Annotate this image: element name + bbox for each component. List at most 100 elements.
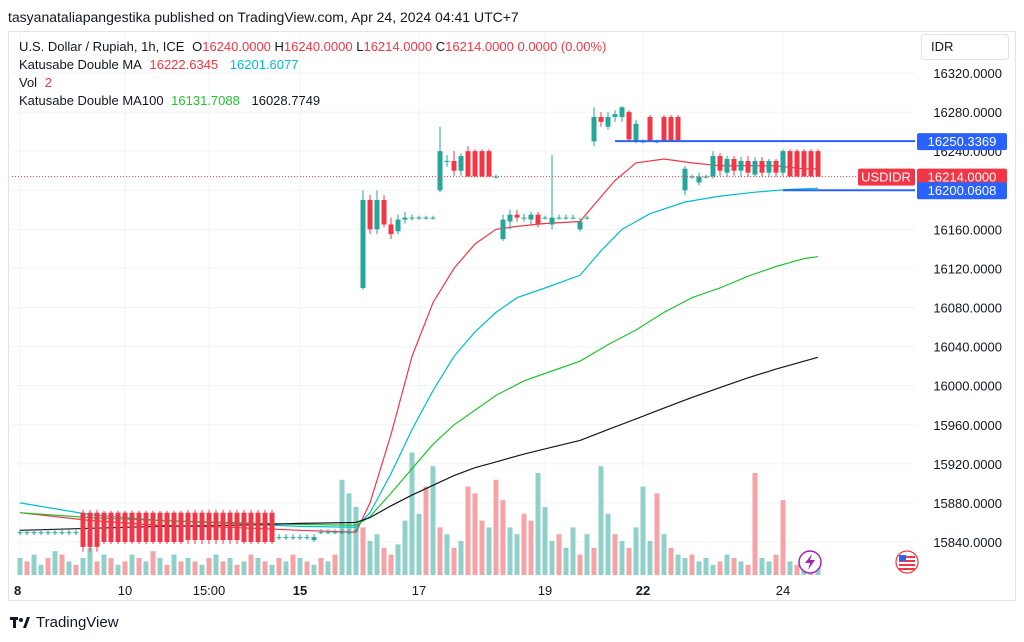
candle-body — [528, 214, 534, 220]
volume-bar — [759, 558, 765, 575]
candle-body — [465, 151, 471, 177]
legend-ma100-row[interactable]: Katusabe Double MA100 16131.7088 16028.7… — [19, 92, 606, 110]
candles — [17, 106, 821, 552]
us-flag-icon[interactable] — [895, 550, 919, 574]
volume-bar — [437, 527, 443, 575]
symbol-label-box — [858, 168, 915, 186]
currency-button[interactable]: IDR — [921, 34, 1009, 60]
close-label: C — [435, 39, 446, 54]
volume-bar — [129, 554, 135, 575]
candle-body — [318, 532, 324, 534]
candle-body — [332, 532, 338, 534]
volume-bar — [171, 554, 177, 575]
volume-bar — [136, 558, 142, 575]
price-tick-label: 15880.0000 — [933, 496, 1002, 511]
low-value: 16214.0000 — [363, 39, 433, 54]
volume-bar — [164, 564, 170, 575]
legend-ma-row[interactable]: Katusabe Double MA 16222.6345 16201.6077 — [19, 56, 606, 74]
tradingview-icon — [10, 616, 30, 628]
price-tick-label: 15840.0000 — [933, 535, 1002, 550]
time-tick-label: 8 — [14, 583, 21, 598]
volume-bar — [451, 547, 457, 575]
volume-bar — [528, 520, 534, 575]
candle-body — [360, 200, 366, 288]
volume-bar — [332, 554, 338, 575]
candle-body — [500, 219, 506, 240]
open-value: 16240.0000 — [202, 39, 271, 54]
price-label: 16200.0608 — [917, 182, 1007, 200]
candle-body — [395, 219, 401, 232]
volume-bar — [353, 507, 359, 575]
candle-body — [423, 217, 429, 219]
volume-bar — [794, 564, 800, 575]
candle-body — [577, 221, 583, 230]
volume-bar — [395, 544, 401, 575]
volume-bar — [598, 466, 604, 575]
volume-bar — [745, 564, 751, 575]
time-tick-label: 19 — [538, 583, 552, 598]
candle-body — [430, 217, 436, 219]
lightning-icon[interactable] — [798, 550, 822, 574]
candle-body — [31, 532, 37, 534]
volume-bar — [549, 541, 555, 575]
legend-symbol-row: U.S. Dollar / Rupiah, 1h, ICE O16240.000… — [19, 38, 606, 56]
candle-body — [675, 116, 681, 142]
price-tick-label: 16320.0000 — [933, 66, 1002, 81]
volume-bar — [122, 561, 128, 575]
price-label-text: 16214.0000 — [928, 170, 997, 185]
candle-body — [766, 160, 772, 173]
candle-body — [409, 217, 415, 219]
volume-bar — [780, 500, 786, 575]
volume-bar — [710, 564, 716, 575]
candle-body — [346, 532, 352, 534]
volume-bar — [563, 547, 569, 575]
volume-bar — [472, 493, 478, 575]
candle-body — [17, 532, 23, 534]
volume-bar — [325, 561, 331, 575]
volume-bar — [479, 520, 485, 575]
volume-bar — [724, 554, 730, 575]
volume-bar — [80, 558, 86, 575]
volume-bar — [521, 513, 527, 575]
volume-bar — [668, 547, 674, 575]
candle-body — [521, 217, 527, 219]
price-tick-label: 15960.0000 — [933, 418, 1002, 433]
candle-body — [52, 532, 58, 534]
ma-value-1: 16222.6345 — [149, 57, 219, 72]
candle-body — [227, 512, 233, 541]
volume-bar — [626, 547, 632, 575]
volume-bar — [283, 561, 289, 575]
volume-bar — [486, 527, 492, 575]
legend-vol-row[interactable]: Vol 2 — [19, 74, 606, 92]
candle-body — [45, 532, 51, 534]
candle-body — [444, 160, 450, 162]
volume-bar — [640, 486, 646, 575]
candle-body — [416, 217, 422, 219]
volume-bar — [304, 561, 310, 575]
candle-body — [311, 537, 317, 541]
candle-body — [255, 512, 261, 542]
candle-body — [290, 537, 296, 539]
candle-body — [185, 512, 191, 541]
volume-bar — [367, 541, 373, 575]
volume-bar — [689, 554, 695, 575]
volume-bar — [115, 564, 121, 575]
volume-bar — [430, 466, 436, 575]
volume-bar — [374, 534, 380, 575]
volume-bar — [269, 564, 275, 575]
volume-bar — [255, 558, 261, 575]
tradingview-logo[interactable]: TradingView — [10, 614, 119, 631]
ma100_slow-line — [19, 356, 819, 531]
volume-bar — [465, 486, 471, 575]
volume-bar — [402, 520, 408, 575]
volume-bar — [276, 558, 282, 575]
tradingview-brand: TradingView — [36, 614, 119, 631]
candle-body — [472, 151, 478, 177]
volume-bar — [388, 554, 394, 575]
candle-body — [570, 217, 576, 219]
candle-body — [150, 512, 156, 542]
candle-body — [297, 537, 303, 539]
candle-body — [115, 512, 121, 542]
volume-bar — [206, 558, 212, 575]
